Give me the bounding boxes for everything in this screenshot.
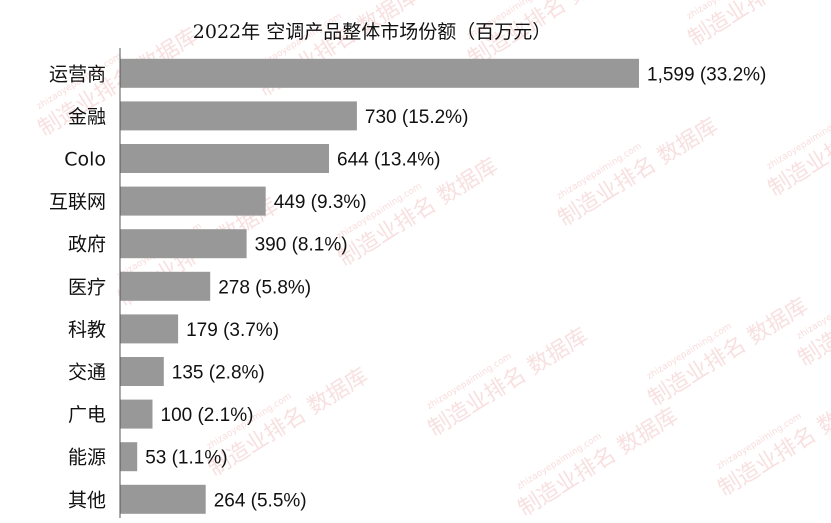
bar-2 xyxy=(120,144,329,173)
value-label-9: 53 (1.1%) xyxy=(145,448,227,469)
category-label-4: 政府 xyxy=(68,234,106,256)
bar-10 xyxy=(120,484,206,514)
category-label-3: 互联网 xyxy=(49,191,106,213)
category-label-5: 医疗 xyxy=(68,276,106,298)
value-label-6: 179 (3.7%) xyxy=(186,320,279,341)
category-label-9: 能源 xyxy=(68,447,106,469)
value-label-8: 100 (2.1%) xyxy=(161,405,254,426)
bar-8 xyxy=(120,399,153,429)
value-label-7: 135 (2.8%) xyxy=(172,363,265,384)
value-label-0: 1,599 (33.2%) xyxy=(647,64,766,85)
bar-1 xyxy=(120,101,357,131)
value-label-1: 730 (15.2%) xyxy=(365,107,469,128)
watermark-text: 制造业排名 数据库 xyxy=(514,404,682,518)
bars-layer: 运营商 1,599 (33.2%) 金融 730 (15.2%) Colo 644 (13… xyxy=(49,58,766,514)
value-label-5: 278 (5.8%) xyxy=(218,277,311,298)
bar-4 xyxy=(120,229,247,259)
watermark-text: 制造业排名 数据库 xyxy=(714,384,831,502)
value-label-2: 644 (13.4%) xyxy=(337,150,441,171)
bar-0 xyxy=(120,58,639,88)
watermark-text: 制造业排名 数据库 xyxy=(424,324,592,442)
bar-6 xyxy=(120,314,179,344)
category-label-8: 广电 xyxy=(68,404,106,426)
watermark-text: 制造业排名 数据库 xyxy=(644,294,812,412)
bar-7 xyxy=(120,357,164,386)
chart-title: 2022年 空调产品整体市场份额（百万元） xyxy=(193,21,551,43)
category-label-2: Colo xyxy=(64,149,106,171)
category-label-6: 科教 xyxy=(68,319,106,341)
category-label-10: 其他 xyxy=(68,489,106,511)
bar-5 xyxy=(120,271,211,301)
value-label-4: 390 (8.1%) xyxy=(255,235,348,256)
bar-3 xyxy=(120,186,266,216)
category-label-1: 金融 xyxy=(68,106,106,128)
bar-9 xyxy=(120,442,138,472)
category-label-7: 交通 xyxy=(68,362,106,384)
category-label-0: 运营商 xyxy=(49,63,106,85)
watermark-text: 制造业排名 数据库 xyxy=(554,114,722,232)
value-label-10: 264 (5.5%) xyxy=(214,490,307,511)
value-label-3: 449 (9.3%) xyxy=(274,192,367,213)
